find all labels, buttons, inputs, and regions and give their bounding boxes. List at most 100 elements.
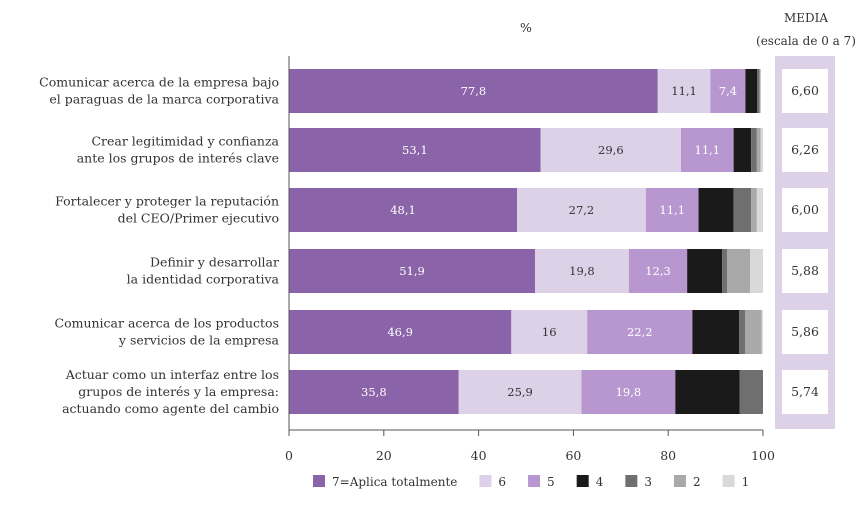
bar-segment bbox=[587, 310, 693, 354]
x-tick-label: 80 bbox=[660, 448, 676, 463]
data-label: 7,4 bbox=[719, 84, 737, 98]
legend-label: 4 bbox=[596, 475, 604, 489]
bar-segment bbox=[759, 69, 761, 113]
bar-segment bbox=[710, 69, 746, 113]
x-axis-title: % bbox=[520, 20, 532, 35]
category-label: el paraguas de la marca corporativa bbox=[49, 92, 279, 107]
bar-segment bbox=[540, 128, 681, 172]
x-tick-label: 0 bbox=[285, 448, 293, 463]
bar-segment bbox=[722, 249, 727, 293]
bar-segment bbox=[744, 310, 762, 354]
category-label: y servicios de la empresa bbox=[118, 333, 280, 348]
data-label: 48,1 bbox=[390, 203, 416, 217]
bar-segment bbox=[761, 310, 763, 354]
data-label: 19,8 bbox=[616, 385, 642, 399]
category-label: Definir y desarrollar bbox=[150, 255, 279, 270]
data-label: 46,9 bbox=[387, 325, 413, 339]
legend-label: 7=Aplica totalmente bbox=[332, 475, 457, 489]
data-label: 29,6 bbox=[598, 143, 624, 157]
bar-segment bbox=[645, 188, 699, 232]
media-value: 5,86 bbox=[791, 324, 819, 339]
category-label: Fortalecer y proteger la reputación bbox=[55, 194, 279, 209]
data-label: 53,1 bbox=[402, 143, 428, 157]
bar-segment bbox=[756, 128, 761, 172]
category-label: Comunicar acerca de la empresa bajo bbox=[39, 75, 279, 90]
media-value-box bbox=[782, 128, 828, 172]
media-value: 5,88 bbox=[791, 263, 819, 278]
x-tick-label: 40 bbox=[471, 448, 487, 463]
data-label: 11,1 bbox=[659, 203, 685, 217]
category-label: Comunicar acerca de los productos bbox=[55, 316, 280, 331]
bar-segment bbox=[698, 188, 734, 232]
data-label: 35,8 bbox=[361, 385, 387, 399]
data-label: 27,2 bbox=[569, 203, 595, 217]
data-label: 11,1 bbox=[695, 143, 721, 157]
media-value-box bbox=[782, 249, 828, 293]
bar-segment bbox=[675, 370, 740, 414]
legend-swatch bbox=[673, 475, 686, 487]
bar-segment bbox=[289, 128, 541, 172]
data-label: 19,8 bbox=[569, 264, 595, 278]
data-label: 77,8 bbox=[461, 84, 487, 98]
legend-label: 3 bbox=[644, 475, 652, 489]
bar-segment bbox=[289, 370, 459, 414]
media-value-box bbox=[782, 370, 828, 414]
bar-segment bbox=[726, 249, 751, 293]
bar-segment bbox=[289, 310, 512, 354]
legend-swatch bbox=[479, 475, 492, 487]
bar-segment bbox=[289, 249, 536, 293]
media-value: 6,60 bbox=[791, 83, 819, 98]
bar-segment bbox=[289, 69, 658, 113]
legend-swatch bbox=[722, 475, 735, 487]
media-value-box bbox=[782, 310, 828, 354]
category-label: grupos de interés y la empresa: bbox=[78, 384, 279, 399]
category-label: Actuar como un interfaz entre los bbox=[65, 367, 279, 382]
bar-segment bbox=[289, 188, 517, 232]
bar-segment bbox=[687, 249, 723, 293]
bar-segment bbox=[535, 249, 629, 293]
x-tick-label: 100 bbox=[751, 448, 775, 463]
bar-segment bbox=[745, 69, 758, 113]
bar-segment bbox=[628, 249, 688, 293]
bar-segment bbox=[581, 370, 676, 414]
bar-segment bbox=[750, 249, 763, 293]
legend-swatch bbox=[576, 475, 589, 487]
bar-segment bbox=[751, 188, 757, 232]
legend-label: 6 bbox=[498, 475, 506, 489]
legend-label: 2 bbox=[693, 475, 701, 489]
category-label: Crear legitimidad y confianza bbox=[91, 134, 279, 149]
bar-segment bbox=[733, 188, 752, 232]
bar-segment bbox=[733, 128, 752, 172]
data-label: 51,9 bbox=[399, 264, 425, 278]
bar-segment bbox=[756, 188, 763, 232]
media-value-box bbox=[782, 69, 828, 113]
legend-label: 1 bbox=[742, 475, 750, 489]
bar-segment bbox=[739, 310, 745, 354]
media-value: 6,00 bbox=[791, 202, 819, 217]
data-label: 11,1 bbox=[671, 84, 697, 98]
data-label: 16 bbox=[542, 325, 557, 339]
bar-segment bbox=[681, 128, 734, 172]
bar-segment bbox=[757, 69, 760, 113]
legend-swatch bbox=[528, 475, 541, 487]
data-label: 12,3 bbox=[645, 264, 671, 278]
category-label: la identidad corporativa bbox=[127, 272, 280, 287]
legend-swatch bbox=[313, 475, 325, 487]
category-label: ante los grupos de interés clave bbox=[77, 151, 279, 166]
bar-segment bbox=[751, 128, 757, 172]
media-subtitle: (escala de 0 a 7) bbox=[756, 34, 856, 48]
media-title: MEDIA bbox=[784, 11, 828, 25]
legend-label: 5 bbox=[547, 475, 555, 489]
bar-segment bbox=[458, 370, 582, 414]
bar-segment bbox=[739, 370, 763, 414]
x-tick-label: 60 bbox=[565, 448, 581, 463]
data-label: 25,9 bbox=[507, 385, 533, 399]
bar-segment bbox=[516, 188, 646, 232]
bar-segment bbox=[657, 69, 711, 113]
bar-segment bbox=[760, 128, 763, 172]
media-value: 6,26 bbox=[791, 142, 819, 157]
media-panel bbox=[775, 56, 835, 429]
data-label: 22,2 bbox=[627, 325, 653, 339]
legend-swatch bbox=[625, 475, 638, 487]
